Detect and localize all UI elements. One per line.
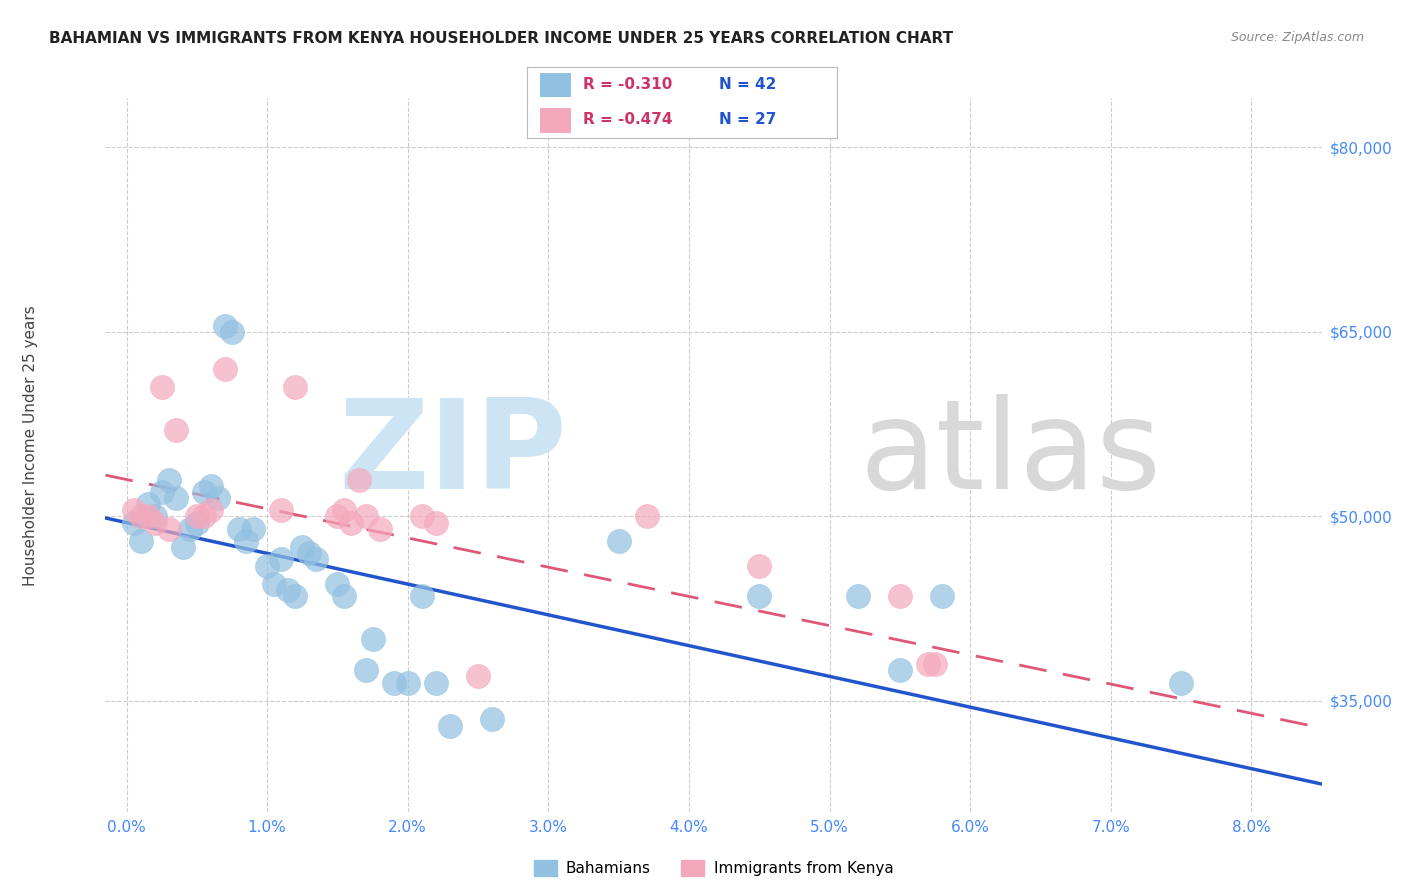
- Point: [214, 361, 236, 376]
- Text: Householder Income Under 25 years: Householder Income Under 25 years: [24, 306, 38, 586]
- Point: [931, 590, 953, 604]
- Point: [917, 657, 939, 671]
- Point: [270, 503, 292, 517]
- Point: [193, 484, 215, 499]
- Point: [889, 663, 911, 677]
- Point: [143, 509, 166, 524]
- Point: [382, 675, 405, 690]
- Point: [165, 423, 187, 437]
- Point: [889, 590, 911, 604]
- Point: [326, 577, 349, 591]
- Point: [277, 583, 299, 598]
- Text: atlas: atlas: [859, 394, 1161, 516]
- Point: [305, 552, 328, 566]
- Legend: Bahamians, Immigrants from Kenya: Bahamians, Immigrants from Kenya: [527, 855, 900, 882]
- Point: [136, 509, 159, 524]
- Point: [214, 318, 236, 333]
- Point: [748, 558, 770, 573]
- Point: [298, 546, 321, 560]
- Point: [150, 380, 173, 394]
- Point: [846, 590, 869, 604]
- Point: [467, 669, 489, 683]
- Point: [368, 522, 391, 536]
- Point: [122, 503, 145, 517]
- Text: BAHAMIAN VS IMMIGRANTS FROM KENYA HOUSEHOLDER INCOME UNDER 25 YEARS CORRELATION : BAHAMIAN VS IMMIGRANTS FROM KENYA HOUSEH…: [49, 31, 953, 46]
- Point: [284, 590, 307, 604]
- Point: [284, 380, 307, 394]
- Point: [186, 509, 208, 524]
- Point: [361, 632, 384, 647]
- Point: [326, 509, 349, 524]
- Point: [143, 516, 166, 530]
- Point: [263, 577, 285, 591]
- Text: N = 27: N = 27: [718, 112, 776, 128]
- Point: [340, 516, 363, 530]
- Point: [333, 590, 356, 604]
- Point: [481, 713, 503, 727]
- Point: [242, 522, 264, 536]
- Point: [207, 491, 229, 505]
- FancyBboxPatch shape: [540, 72, 571, 97]
- Point: [291, 540, 314, 554]
- Point: [411, 509, 433, 524]
- Point: [411, 590, 433, 604]
- Text: R = -0.310: R = -0.310: [583, 77, 672, 92]
- Point: [200, 478, 222, 492]
- Point: [924, 657, 946, 671]
- Point: [172, 540, 194, 554]
- Point: [333, 503, 356, 517]
- Point: [200, 503, 222, 517]
- Point: [193, 509, 215, 524]
- Point: [256, 558, 278, 573]
- Point: [129, 509, 152, 524]
- Point: [425, 675, 447, 690]
- Point: [165, 491, 187, 505]
- Point: [186, 516, 208, 530]
- Point: [425, 516, 447, 530]
- Point: [228, 522, 250, 536]
- Point: [607, 534, 630, 549]
- Point: [354, 509, 377, 524]
- Point: [150, 484, 173, 499]
- Point: [129, 534, 152, 549]
- Point: [136, 497, 159, 511]
- Point: [439, 718, 461, 732]
- FancyBboxPatch shape: [540, 108, 571, 133]
- Point: [157, 473, 180, 487]
- Point: [347, 473, 370, 487]
- Text: N = 42: N = 42: [718, 77, 776, 92]
- Text: Source: ZipAtlas.com: Source: ZipAtlas.com: [1230, 31, 1364, 45]
- Point: [748, 590, 770, 604]
- Point: [1170, 675, 1192, 690]
- Point: [270, 552, 292, 566]
- Point: [354, 663, 377, 677]
- Point: [122, 516, 145, 530]
- Point: [179, 522, 201, 536]
- Point: [396, 675, 419, 690]
- Point: [221, 325, 243, 339]
- Text: ZIP: ZIP: [339, 394, 568, 516]
- Point: [157, 522, 180, 536]
- Point: [235, 534, 257, 549]
- Text: R = -0.474: R = -0.474: [583, 112, 672, 128]
- Point: [636, 509, 658, 524]
